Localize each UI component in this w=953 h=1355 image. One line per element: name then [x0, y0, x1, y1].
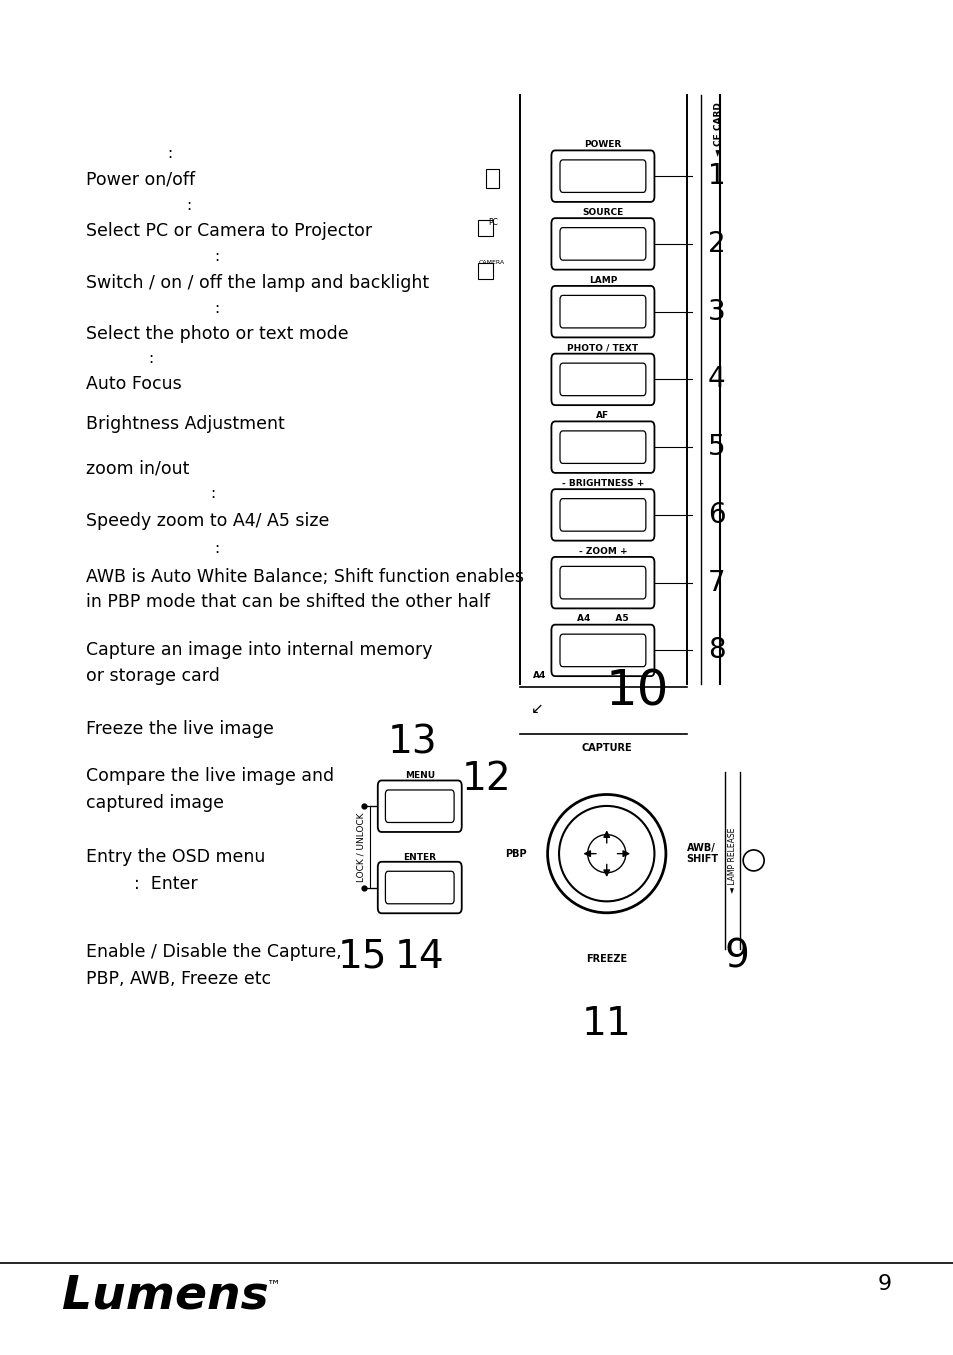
FancyBboxPatch shape	[385, 790, 454, 822]
Bar	[477, 263, 493, 279]
Text: 11: 11	[581, 1005, 631, 1043]
Text: 7: 7	[707, 569, 724, 596]
Text: ◄ CF CARD: ◄ CF CARD	[713, 102, 722, 156]
FancyBboxPatch shape	[385, 871, 454, 904]
Text: - BRIGHTNESS +: - BRIGHTNESS +	[561, 478, 643, 488]
Text: PBP, AWB, Freeze etc: PBP, AWB, Freeze etc	[86, 970, 271, 988]
Text: 1: 1	[707, 163, 724, 190]
Text: FREEZE: FREEZE	[585, 954, 627, 963]
Bar	[485, 169, 498, 188]
Text: ENTER: ENTER	[403, 852, 436, 862]
Text: CAPTURE: CAPTURE	[580, 744, 632, 753]
Text: LAMP: LAMP	[588, 275, 617, 285]
FancyBboxPatch shape	[377, 862, 461, 913]
Text: 3: 3	[707, 298, 725, 325]
Text: 5: 5	[707, 434, 724, 461]
Text: :: :	[214, 301, 219, 316]
FancyBboxPatch shape	[559, 295, 645, 328]
Text: Speedy zoom to A4/ A5 size: Speedy zoom to A4/ A5 size	[86, 512, 329, 530]
FancyBboxPatch shape	[551, 625, 654, 676]
Text: Lumens: Lumens	[62, 1274, 269, 1318]
Text: 6: 6	[707, 501, 724, 528]
Text: Switch / on / off the lamp and backlight: Switch / on / off the lamp and backlight	[86, 274, 429, 291]
Text: Freeze the live image: Freeze the live image	[86, 720, 274, 737]
Text: Enable / Disable the Capture,: Enable / Disable the Capture,	[86, 943, 341, 961]
FancyBboxPatch shape	[559, 634, 645, 667]
Text: Compare the live image and: Compare the live image and	[86, 767, 334, 785]
Text: ↙: ↙	[530, 701, 542, 715]
Text: MENU: MENU	[404, 771, 435, 780]
Text: 9: 9	[723, 938, 748, 976]
Text: 9: 9	[877, 1274, 891, 1294]
Bar	[477, 220, 493, 236]
Text: AF: AF	[596, 411, 609, 420]
Text: Entry the OSD menu: Entry the OSD menu	[86, 848, 265, 866]
Text: LOCK / UNLOCK: LOCK / UNLOCK	[355, 812, 365, 882]
Text: 12: 12	[461, 760, 511, 798]
FancyBboxPatch shape	[559, 431, 645, 463]
FancyBboxPatch shape	[551, 354, 654, 405]
Text: :: :	[148, 351, 152, 366]
FancyBboxPatch shape	[551, 286, 654, 337]
Text: ◄ LAMP RELEASE: ◄ LAMP RELEASE	[727, 828, 737, 893]
Text: - ZOOM +: - ZOOM +	[578, 546, 626, 556]
Text: 2: 2	[707, 230, 724, 257]
Text: Capture an image into internal memory: Capture an image into internal memory	[86, 641, 432, 659]
Ellipse shape	[742, 850, 763, 871]
Text: :: :	[167, 146, 172, 161]
Text: :: :	[214, 541, 219, 556]
FancyBboxPatch shape	[551, 557, 654, 608]
FancyBboxPatch shape	[559, 566, 645, 599]
FancyBboxPatch shape	[551, 150, 654, 202]
Ellipse shape	[558, 806, 654, 901]
Text: Select PC or Camera to Projector: Select PC or Camera to Projector	[86, 222, 372, 240]
Text: :: :	[210, 486, 214, 501]
Ellipse shape	[547, 794, 665, 913]
Text: SOURCE: SOURCE	[581, 207, 623, 217]
Text: 15: 15	[337, 938, 387, 976]
FancyBboxPatch shape	[559, 499, 645, 531]
Text: A4: A4	[533, 671, 546, 680]
Text: AWB is Auto White Balance; Shift function enables: AWB is Auto White Balance; Shift functio…	[86, 568, 523, 585]
FancyBboxPatch shape	[559, 363, 645, 396]
Text: or storage card: or storage card	[86, 667, 219, 684]
Text: :: :	[186, 198, 191, 213]
Text: Brightness Adjustment: Brightness Adjustment	[86, 415, 284, 432]
Text: Select the photo or text mode: Select the photo or text mode	[86, 325, 348, 343]
Text: 10: 10	[605, 667, 668, 715]
Text: PHOTO / TEXT: PHOTO / TEXT	[567, 343, 638, 352]
Text: ™: ™	[267, 1278, 281, 1291]
Text: 8: 8	[707, 637, 724, 664]
Text: in PBP mode that can be shifted the other half: in PBP mode that can be shifted the othe…	[86, 593, 489, 611]
Text: AWB/
SHIFT: AWB/ SHIFT	[686, 843, 718, 864]
Text: Power on/off: Power on/off	[86, 171, 194, 188]
FancyBboxPatch shape	[551, 489, 654, 541]
Text: 14: 14	[395, 938, 444, 976]
Text: Auto Focus: Auto Focus	[86, 375, 181, 393]
FancyBboxPatch shape	[559, 228, 645, 260]
FancyBboxPatch shape	[551, 218, 654, 270]
Text: :: :	[214, 249, 219, 264]
Text: zoom in/out: zoom in/out	[86, 459, 189, 477]
Text: 13: 13	[387, 724, 436, 762]
Ellipse shape	[587, 835, 625, 873]
Text: PBP: PBP	[505, 848, 526, 859]
Text: 4: 4	[707, 366, 724, 393]
Text: PC: PC	[488, 218, 497, 226]
FancyBboxPatch shape	[559, 160, 645, 192]
FancyBboxPatch shape	[551, 421, 654, 473]
FancyBboxPatch shape	[377, 780, 461, 832]
Text: captured image: captured image	[86, 794, 224, 812]
Text: CAMERA: CAMERA	[477, 260, 504, 266]
Text: A4        A5: A4 A5	[577, 614, 628, 623]
Text: :  Enter: : Enter	[133, 875, 197, 893]
Text: POWER: POWER	[583, 140, 621, 149]
